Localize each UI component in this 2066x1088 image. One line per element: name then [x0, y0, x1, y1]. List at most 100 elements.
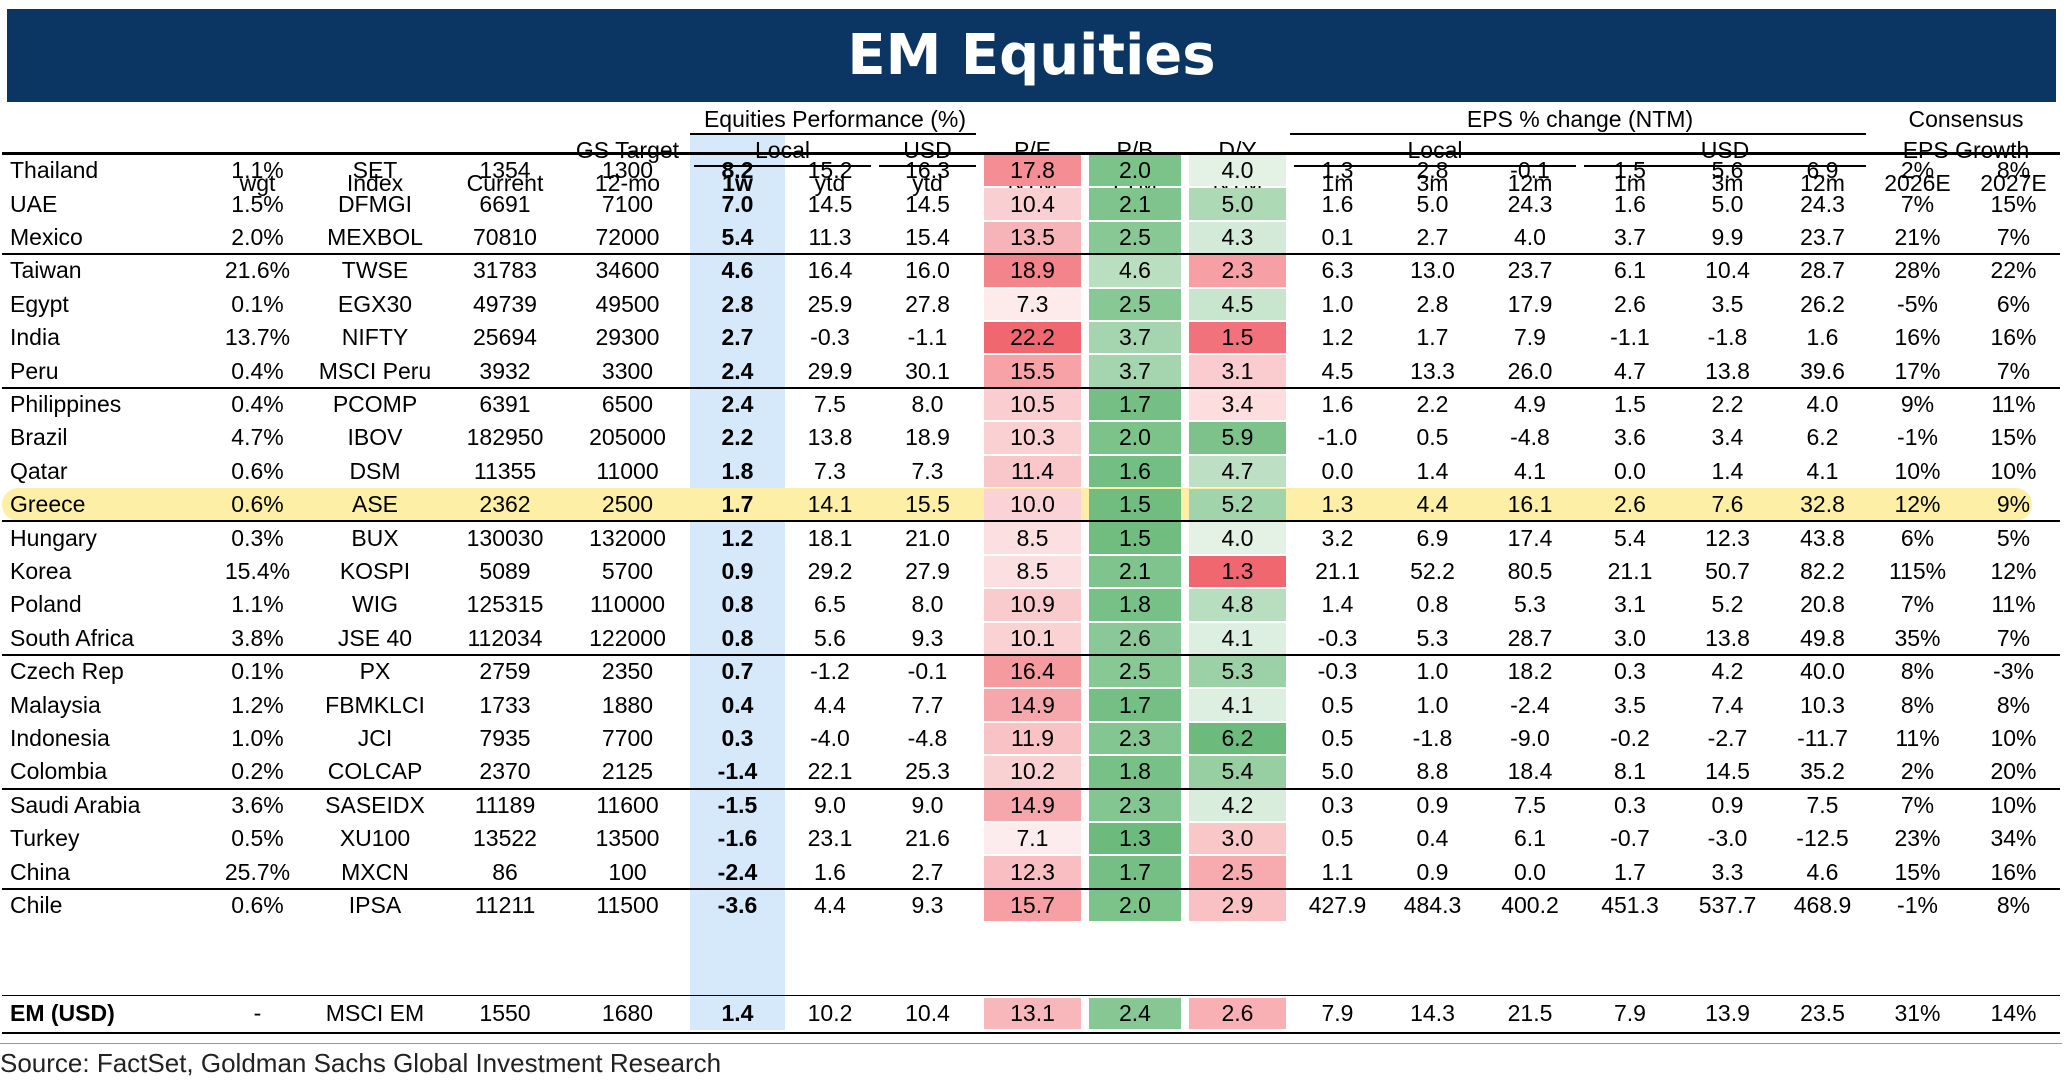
table-cell: 14.5 — [1705, 758, 1750, 785]
table-cell: 8.0 — [911, 591, 944, 618]
table-cell: 11% — [1991, 591, 2036, 618]
table-cell: 31% — [1894, 1000, 1941, 1027]
table-cell: 4.2 — [1711, 658, 1744, 685]
table-cell: 1.7 — [1614, 858, 1646, 885]
table-cell: 14.5 — [905, 190, 950, 217]
table-cell: 1.5 — [1189, 322, 1286, 354]
table-cell: -0.7 — [1610, 825, 1650, 852]
table-cell: 0.5 — [1416, 424, 1449, 451]
table-cell: 2.6 — [1089, 622, 1181, 654]
row-label: Czech Rep — [10, 658, 124, 685]
table-cell: 4.8 — [1189, 589, 1286, 621]
table-cell: 7% — [1900, 791, 1935, 818]
table-cell: 2.6 — [1614, 491, 1646, 518]
table-cell: 5.3 — [1514, 591, 1546, 618]
table-cell: 23.1 — [807, 825, 853, 852]
table-cell: 11500 — [596, 891, 659, 918]
table-cell: 4.1 — [1189, 622, 1286, 654]
column-header-12: 3m — [1416, 169, 1449, 196]
table-cell: 72000 — [595, 223, 660, 250]
table-cell: -4.8 — [907, 724, 948, 751]
table-cell: 0.3 — [1614, 658, 1646, 685]
header-eps-local: Local — [1407, 136, 1463, 163]
row-label: Chile — [10, 891, 63, 918]
table-cell: 130030 — [466, 524, 544, 551]
table-cell: 2.2 — [721, 424, 754, 451]
table-cell: 32.8 — [1800, 491, 1845, 518]
table-cell: 1.1% — [231, 157, 284, 184]
table-cell: 7% — [1996, 357, 2031, 384]
table-cell: DSM — [349, 457, 401, 484]
table-cell: -2.7 — [1707, 724, 1748, 751]
table-cell: 28.7 — [1800, 257, 1845, 284]
column-header-14: 1m — [1614, 169, 1646, 196]
table-cell: 0.9 — [1416, 791, 1449, 818]
table-cell: 20% — [1990, 758, 2037, 785]
table-cell: 0.5 — [1321, 691, 1354, 718]
table-cell: 27.9 — [905, 557, 950, 584]
table-cell: 10.2 — [807, 1000, 853, 1027]
table-cell: 2500 — [601, 491, 654, 518]
column-header-18: 2027E — [1980, 169, 2047, 196]
table-cell: 15.5 — [984, 355, 1081, 387]
table-cell: 35% — [1894, 624, 1941, 651]
table-cell: -12.5 — [1796, 825, 1849, 852]
table-cell: 0.9 — [1416, 858, 1449, 885]
table-cell: 16% — [1990, 324, 2037, 351]
table-cell: 14.1 — [807, 491, 853, 518]
table-cell: 2.5 — [1189, 856, 1286, 888]
column-header-13: 12m — [1507, 169, 1553, 196]
table-cell: 9% — [1996, 491, 2031, 518]
table-cell: 2.1 — [1089, 188, 1181, 220]
column-header-17: 2026E — [1884, 169, 1951, 196]
table-cell: 11.9 — [984, 722, 1081, 755]
table-cell: -1.2 — [810, 658, 850, 685]
table-cell: 7% — [1996, 624, 2031, 651]
table-cell: 1.5 — [1089, 489, 1181, 521]
table-cell: -3.6 — [717, 891, 758, 918]
table-cell: 0.6% — [231, 491, 284, 518]
table-cell: -1% — [1897, 891, 1938, 918]
table-cell: 7% — [1900, 190, 1935, 217]
table-cell: 26.2 — [1800, 290, 1845, 317]
table-cell: 14.5 — [807, 190, 853, 217]
table-cell: 6.1 — [1614, 257, 1646, 284]
table-cell: 7.7 — [911, 691, 944, 718]
table-cell: 2759 — [479, 658, 531, 685]
table-cell: 1.3 — [1321, 491, 1354, 518]
table-cell: 2.7 — [911, 858, 944, 885]
table-cell: 0.4 — [1416, 825, 1449, 852]
table-cell: 0.4% — [231, 390, 284, 417]
table-cell: 10.0 — [984, 489, 1081, 521]
row-label: Greece — [10, 491, 86, 518]
table-cell: 4.4 — [814, 691, 846, 718]
table-cell: 0.1 — [1321, 223, 1354, 250]
table-cell: 10.2 — [984, 756, 1081, 788]
table-cell: 22.1 — [807, 758, 853, 785]
table-cell: 16.4 — [807, 257, 853, 284]
table-cell: EGX30 — [337, 290, 413, 317]
table-cell: PCOMP — [332, 390, 418, 417]
header-usd: USD — [903, 136, 952, 163]
table-cell: 5.2 — [1711, 591, 1744, 618]
table-cell: 14.3 — [1410, 1000, 1455, 1027]
table-cell: ASE — [351, 491, 399, 518]
table-cell: 1.5 — [1089, 522, 1181, 554]
table-cell: 1.5% — [231, 190, 284, 217]
table-cell: 132000 — [589, 524, 666, 551]
rule-eps-local — [1294, 165, 1576, 167]
table-cell: -4.8 — [1510, 424, 1550, 451]
table-cell: 12% — [1894, 491, 1941, 518]
table-cell: 17.4 — [1507, 524, 1553, 551]
table-cell: 1.4 — [721, 1000, 754, 1027]
row-label: Turkey — [10, 825, 80, 852]
table-cell: 3932 — [479, 357, 531, 384]
table-cell: 5.4 — [721, 223, 754, 250]
table-cell: 28.7 — [1507, 624, 1553, 651]
table-cell: XU100 — [339, 825, 411, 852]
table-cell: 3.4 — [1189, 388, 1286, 421]
table-cell: 7% — [1900, 591, 1935, 618]
table-cell: 4.7 — [1614, 357, 1646, 384]
row-label: Malaysia — [10, 691, 101, 718]
table-cell: 2.7 — [721, 324, 754, 351]
